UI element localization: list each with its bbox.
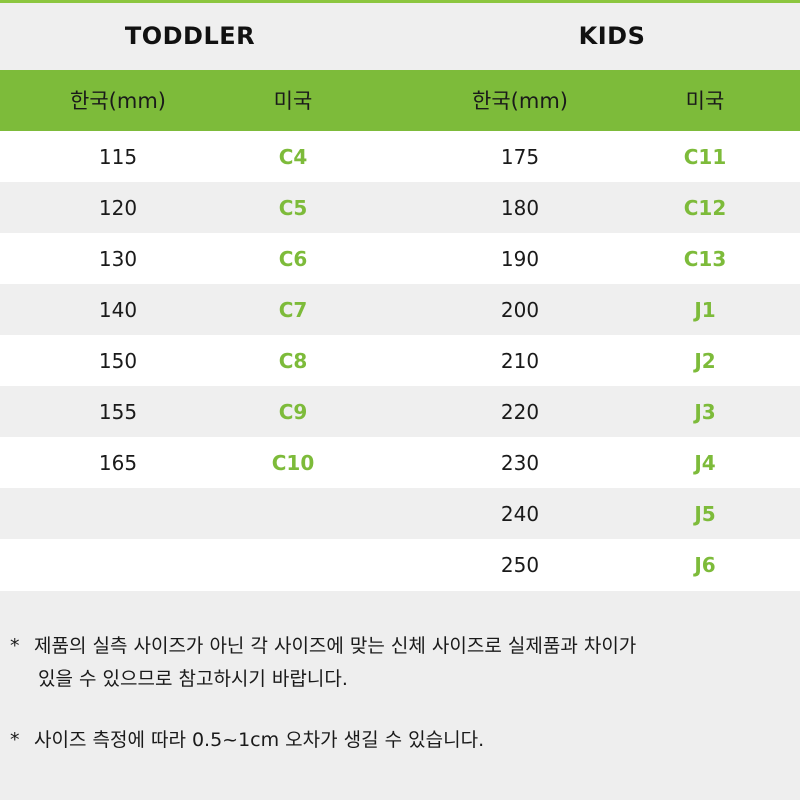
toddler-us-size: C6 bbox=[278, 247, 308, 271]
table-row: 140 C7 200 J1 bbox=[0, 284, 800, 335]
toddler-us-size: C10 bbox=[271, 451, 315, 475]
kids-us-size: J5 bbox=[694, 502, 716, 526]
note-2: * 사이즈 측정에 따라 0.5~1cm 오차가 생길 수 있습니다. bbox=[10, 725, 484, 752]
kids-kr-header: 한국(mm) bbox=[472, 89, 568, 113]
toddler-us-size: C8 bbox=[278, 349, 308, 373]
toddler-kr-size: 140 bbox=[98, 298, 138, 322]
kids-kr-size: 200 bbox=[500, 298, 540, 322]
title-bar bbox=[0, 3, 800, 70]
kids-us-size: C11 bbox=[683, 145, 727, 169]
table-row: 240 J5 bbox=[0, 488, 800, 539]
asterisk-marker: * bbox=[10, 729, 20, 751]
table-row: 250 J6 bbox=[0, 539, 800, 590]
kids-kr-size: 190 bbox=[500, 247, 540, 271]
kids-us-size: C12 bbox=[683, 196, 727, 220]
toddler-title: TODDLER bbox=[124, 22, 256, 50]
table-row: 115 C4 175 C11 bbox=[0, 131, 800, 182]
toddler-us-size: C7 bbox=[278, 298, 308, 322]
kids-kr-size: 220 bbox=[500, 400, 540, 424]
table-row: 120 C5 180 C12 bbox=[0, 182, 800, 233]
table-row: 165 C10 230 J4 bbox=[0, 437, 800, 488]
kids-kr-size: 240 bbox=[500, 502, 540, 526]
toddler-kr-size: 115 bbox=[98, 145, 138, 169]
toddler-kr-header: 한국(mm) bbox=[70, 89, 166, 113]
kids-us-size: J6 bbox=[694, 553, 716, 577]
asterisk-marker: * bbox=[10, 635, 20, 657]
toddler-us-header: 미국 bbox=[273, 89, 313, 113]
kids-title: KIDS bbox=[578, 22, 646, 50]
kids-us-size: J1 bbox=[694, 298, 716, 322]
kids-kr-size: 230 bbox=[500, 451, 540, 475]
kids-us-size: J3 bbox=[694, 400, 716, 424]
table-row: 130 C6 190 C13 bbox=[0, 233, 800, 284]
note-line: 제품의 실측 사이즈가 아닌 각 사이즈에 맞는 신체 사이즈로 실제품과 차이… bbox=[34, 635, 637, 657]
kids-us-size: J2 bbox=[694, 349, 716, 373]
kids-us-size: J4 bbox=[694, 451, 716, 475]
table-row: 155 C9 220 J3 bbox=[0, 386, 800, 437]
toddler-us-size: C9 bbox=[278, 400, 308, 424]
kids-kr-size: 175 bbox=[500, 145, 540, 169]
toddler-kr-size: 155 bbox=[98, 400, 138, 424]
table-header: 한국(mm) 미국 한국(mm) 미국 bbox=[0, 70, 800, 131]
toddler-us-size: C5 bbox=[278, 196, 308, 220]
note-line: 있을 수 있으므로 참고하시기 바랍니다. bbox=[38, 668, 348, 690]
toddler-kr-size: 130 bbox=[98, 247, 138, 271]
kids-kr-size: 210 bbox=[500, 349, 540, 373]
kids-us-size: C13 bbox=[683, 247, 727, 271]
notes-section: * 제품의 실측 사이즈가 아닌 각 사이즈에 맞는 신체 사이즈로 실제품과 차… bbox=[0, 591, 800, 800]
kids-us-header: 미국 bbox=[685, 89, 725, 113]
toddler-kr-size: 165 bbox=[98, 451, 138, 475]
toddler-kr-size: 150 bbox=[98, 349, 138, 373]
note-line: 사이즈 측정에 따라 0.5~1cm 오차가 생길 수 있습니다. bbox=[34, 729, 485, 751]
table-row: 150 C8 210 J2 bbox=[0, 335, 800, 386]
toddler-kr-size: 120 bbox=[98, 196, 138, 220]
kids-kr-size: 180 bbox=[500, 196, 540, 220]
note-1: * 제품의 실측 사이즈가 아닌 각 사이즈에 맞는 신체 사이즈로 실제품과 차… bbox=[10, 631, 636, 700]
kids-kr-size: 250 bbox=[500, 553, 540, 577]
toddler-us-size: C4 bbox=[278, 145, 308, 169]
top-accent-line bbox=[0, 0, 800, 3]
